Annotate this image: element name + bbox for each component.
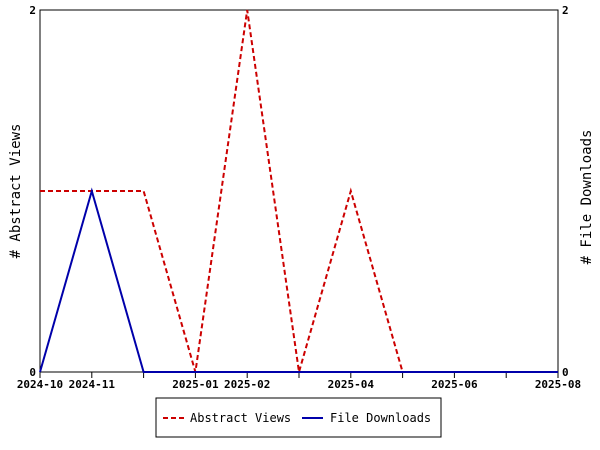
- x-axis: 2024-10 2024-11 2025-01 2025-02 2025-04 2025-…: [17, 372, 581, 391]
- x-tick-label: 2025-04: [328, 378, 375, 391]
- x-tick-label: 2025-01: [172, 378, 219, 391]
- legend-box: [155, 397, 442, 438]
- legend-label-abstract-views: Abstract Views: [190, 411, 291, 425]
- y-tick-label: 0: [29, 366, 36, 379]
- y-tick-label: 2: [29, 4, 36, 17]
- legend: Abstract Views File Downloads: [155, 397, 442, 438]
- x-tick-label: 2025-06: [431, 378, 478, 391]
- y-axis-title-left: # Abstract Views: [8, 124, 24, 259]
- x-tick-label: 2025-08: [535, 378, 581, 391]
- x-tick-label: 2024-11: [69, 378, 116, 391]
- series-lines: [39, 9, 558, 373]
- y-axis-title-right: # File Downloads: [579, 130, 595, 265]
- legend-label-file-downloads: File Downloads: [330, 411, 431, 425]
- file-downloads-line: [39, 187, 558, 373]
- y2-tick-label: 0: [562, 366, 569, 379]
- x-tick-label: 2024-10: [17, 378, 63, 391]
- x-tick-label: 2025-02: [224, 378, 270, 391]
- y2-tick-label: 2: [562, 4, 569, 17]
